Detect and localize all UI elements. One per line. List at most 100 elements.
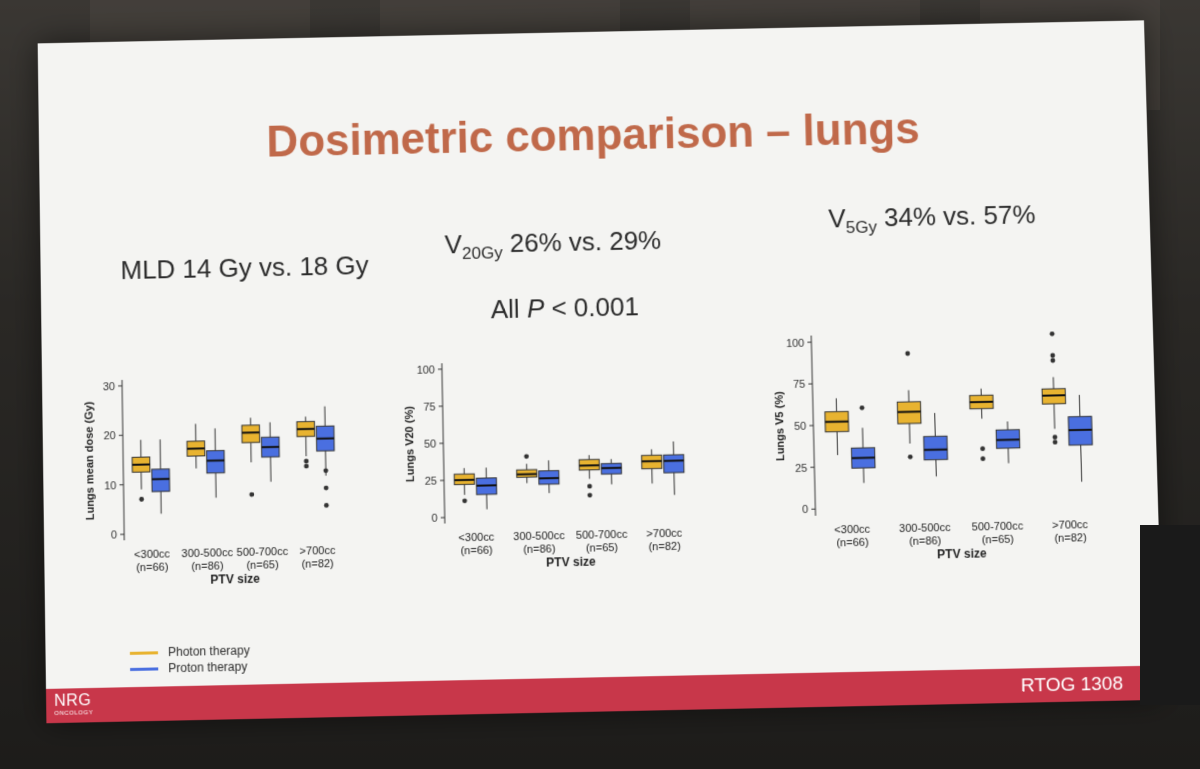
box-body [152,469,170,492]
box-outlier [324,486,329,491]
box-body [924,436,948,460]
box-outlier [587,493,592,498]
stat-p-italic: P [527,293,545,323]
y-tick-label: 50 [794,421,807,433]
y-tick-label: 30 [103,381,115,393]
y-tick-label: 10 [104,480,116,492]
box-outlier [462,498,467,503]
x-tick-count: (n=65) [982,534,1014,547]
legend-item-proton: Proton therapy [130,658,250,677]
x-tick-count: (n=66) [136,561,168,574]
box-outlier [908,454,913,459]
x-axis-label: PTV size [937,546,987,561]
stat-p: All P < 0.001 [491,291,640,325]
chart-v20: 0 25 50 75 100 Lungs V20 (%) <300cc(n=66) 300-5… [392,348,707,595]
box-outlier [980,446,985,451]
box-whisker-lower [909,424,910,444]
box-outlier [1050,331,1055,336]
projected-slide: Dosimetric comparison – lungs MLD 14 Gy … [38,20,1164,723]
x-tick-count: (n=86) [191,560,223,573]
legend-label-proton: Proton therapy [168,659,247,675]
y-tick-label: 0 [111,529,117,541]
x-tick-label: 300-500cc [181,547,233,560]
x-tick-count: (n=86) [909,535,941,548]
box-outlier [304,459,309,464]
box-outlier [1050,353,1055,358]
box-outlier [1050,358,1055,363]
chart-mld: 0 10 20 30 Lungs mean dose (Gy) <300cc(n=66) 3… [72,365,356,612]
x-tick-count: (n=82) [648,541,680,554]
trial-label: RTOG 1308 [1021,673,1124,697]
box-body [242,425,260,443]
x-tick-label: 500-700cc [237,546,289,559]
box-whisker-lower [1081,445,1082,482]
stat-v20-prefix: V [444,229,462,259]
legend-swatch-photon [130,651,158,655]
box-whisker-upper [1079,395,1080,417]
stat-v5-sub: 5Gy [846,218,878,238]
stat-v5-prefix: V [828,203,846,233]
y-tick-label: 75 [423,401,435,413]
nrg-logo-sub: ONCOLOGY [54,710,93,717]
chart-v5: 0 25 50 75 100 Lungs V5 (%) <300cc(n=66) 300-50… [761,319,1118,587]
box-whisker-lower [1054,404,1055,429]
x-tick-label: 300-500cc [513,530,565,543]
box-outlier [524,454,529,459]
y-tick-label: 25 [795,462,808,474]
legend-label-photon: Photon therapy [168,643,250,659]
box-outlier [304,464,309,469]
box-whisker-lower [837,432,838,455]
stat-v20: V20Gy 26% vs. 29% [444,225,661,265]
x-tick-label: <300cc [458,531,495,544]
box-outlier [980,456,985,461]
y-axis-label: Lungs V5 (%) [774,391,788,461]
y-tick-label: 50 [424,438,436,450]
x-tick-label: 300-500cc [899,522,951,535]
legend: Photon therapy Proton therapy [130,642,250,677]
box-whisker-upper [935,413,936,436]
x-tick-label: 500-700cc [576,529,628,542]
podium [1140,525,1200,705]
x-tick-label: <300cc [134,548,171,561]
x-tick-count: (n=65) [246,559,278,572]
nrg-logo: NRG [54,692,91,711]
box-outlier [1053,440,1058,445]
x-axis-label: PTV size [210,572,260,587]
box-outlier [1052,435,1057,440]
box-outlier [139,497,144,502]
stat-p-prefix: All [491,294,528,325]
box-outlier [860,405,865,410]
stat-mld: MLD 14 Gy vs. 18 Gy [120,250,369,286]
legend-swatch-proton [130,667,158,671]
x-tick-label: >700cc [299,545,336,558]
box-outlier [323,468,328,473]
stat-v20-text: 26% vs. 29% [502,225,661,258]
y-tick-label: 75 [793,379,806,391]
y-axis-label: Lungs V20 (%) [404,406,417,482]
box-outlier [324,503,329,508]
x-tick-label: >700cc [1052,519,1089,532]
x-tick-count: (n=82) [1054,532,1087,545]
box-body [664,455,684,473]
x-tick-label: >700cc [646,528,683,541]
x-tick-count: (n=86) [523,543,555,556]
x-tick-count: (n=66) [836,537,868,550]
stat-v5-text: 34% vs. 57% [876,199,1035,232]
y-tick-label: 25 [425,476,437,488]
x-tick-label: 500-700cc [972,520,1024,533]
slide-title: Dosimetric comparison – lungs [39,100,1148,173]
x-tick-count: (n=65) [586,542,618,555]
y-axis-line [122,380,124,540]
x-tick-label: <300cc [834,524,871,537]
x-axis-label: PTV size [546,554,596,569]
y-tick-label: 0 [431,513,437,525]
box-outlier [905,351,910,356]
x-tick-count: (n=82) [302,558,334,571]
box-outlier [249,492,254,497]
y-tick-label: 20 [103,430,115,442]
box-body [207,450,225,473]
y-tick-label: 100 [786,337,805,349]
y-axis-label: Lungs mean dose (Gy) [83,401,97,520]
stat-v20-sub: 20Gy [462,243,503,263]
stat-p-text: < 0.001 [544,291,639,323]
